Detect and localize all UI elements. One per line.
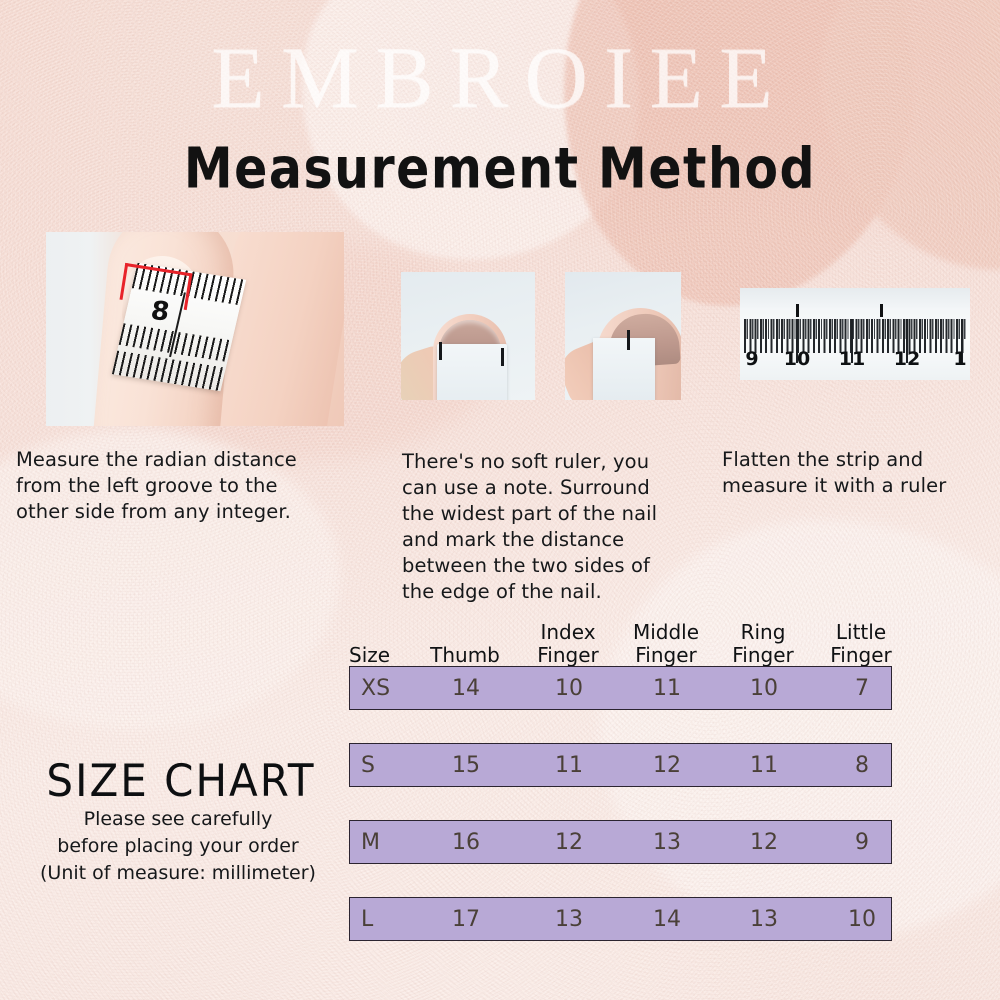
page-title: Measurement Method bbox=[183, 136, 817, 201]
photo4-tick-label-12: 12 bbox=[893, 348, 921, 370]
photo-ruler: 9 10 11 12 1 bbox=[740, 288, 970, 380]
cell-ring-finger: 11 bbox=[750, 752, 778, 778]
cell-index-finger: 12 bbox=[555, 829, 583, 855]
cell-index-finger: 11 bbox=[555, 752, 583, 778]
cell-thumb: 14 bbox=[452, 675, 480, 701]
photo4-measure-mark-start bbox=[796, 304, 799, 317]
brand-watermark: EMBROIEE bbox=[211, 30, 789, 127]
cell-ring-finger: 13 bbox=[750, 906, 778, 932]
column-header-size: Size bbox=[349, 642, 391, 667]
cell-size: L bbox=[361, 906, 374, 932]
photo4-ruler-top-edge bbox=[740, 288, 970, 308]
cell-thumb: 15 bbox=[452, 752, 480, 778]
size-chart-note: Please see carefully before placing your… bbox=[40, 808, 316, 884]
column-header-middle-finger: Middle Finger bbox=[632, 620, 700, 667]
photo4-measure-mark-end bbox=[880, 304, 883, 317]
cell-middle-finger: 13 bbox=[653, 829, 681, 855]
photo3-mark bbox=[627, 330, 630, 350]
cell-little-finger: 10 bbox=[848, 906, 876, 932]
photo4-tick-label-10: 10 bbox=[783, 348, 811, 370]
table-row: M 16 12 13 12 9 bbox=[349, 820, 892, 864]
column-header-thumb: Thumb bbox=[430, 642, 500, 667]
photo2-mark-left bbox=[439, 342, 442, 360]
photo4-cm-line-11 bbox=[851, 319, 853, 363]
photo4-ruler-labels: 9 10 11 12 1 bbox=[740, 348, 970, 374]
photo3-paper-strip bbox=[593, 338, 655, 400]
photo-paper-strip-side bbox=[565, 272, 681, 400]
photo-tape-measure-on-fingertip: 8 bbox=[46, 232, 344, 426]
photo2-mark-right bbox=[501, 348, 504, 366]
photo4-cm-line-13 bbox=[961, 319, 963, 363]
photo4-cm-line-10 bbox=[796, 319, 798, 363]
cell-ring-finger: 10 bbox=[750, 675, 778, 701]
cell-index-finger: 10 bbox=[555, 675, 583, 701]
photo2-paper-strip bbox=[437, 344, 507, 400]
cell-size: XS bbox=[361, 675, 391, 701]
cell-index-finger: 13 bbox=[555, 906, 583, 932]
size-chart-heading: SIZE CHART bbox=[46, 754, 316, 807]
photo4-ruler-minor-ticks bbox=[744, 319, 966, 339]
step-description-right: Flatten the strip and measure it with a … bbox=[722, 448, 947, 497]
cell-middle-finger: 11 bbox=[653, 675, 681, 701]
table-row: L 17 13 14 13 10 bbox=[349, 897, 892, 941]
cell-middle-finger: 14 bbox=[653, 906, 681, 932]
table-row: S 15 11 12 11 8 bbox=[349, 743, 892, 787]
photo4-tick-label-9: 9 bbox=[745, 348, 759, 370]
table-row: XS 14 10 11 10 7 bbox=[349, 666, 892, 710]
cell-little-finger: 9 bbox=[855, 829, 869, 855]
table-header-row: Size Thumb Index Finger Middle Finger Ri… bbox=[330, 608, 892, 666]
photo4-tick-label-13: 1 bbox=[953, 348, 967, 370]
step-description-middle: There's no soft ruler, you can use a not… bbox=[402, 450, 658, 603]
cell-thumb: 17 bbox=[452, 906, 480, 932]
photo-paper-strip-front bbox=[401, 272, 535, 400]
column-header-little-finger: Little Finger bbox=[830, 620, 892, 667]
photo4-tick-label-11: 11 bbox=[838, 348, 866, 370]
cell-ring-finger: 12 bbox=[750, 829, 778, 855]
cell-little-finger: 8 bbox=[855, 752, 869, 778]
size-chart-table: Size Thumb Index Finger Middle Finger Ri… bbox=[330, 608, 892, 974]
cell-size: S bbox=[361, 752, 375, 778]
cell-thumb: 16 bbox=[452, 829, 480, 855]
column-header-index-finger: Index Finger bbox=[537, 620, 599, 667]
step-description-left: Measure the radian distance from the lef… bbox=[16, 448, 297, 523]
cell-middle-finger: 12 bbox=[653, 752, 681, 778]
column-header-ring-finger: Ring Finger bbox=[732, 620, 794, 667]
cell-size: M bbox=[361, 829, 380, 855]
cell-little-finger: 7 bbox=[855, 675, 869, 701]
photo4-cm-line-12 bbox=[906, 319, 908, 363]
